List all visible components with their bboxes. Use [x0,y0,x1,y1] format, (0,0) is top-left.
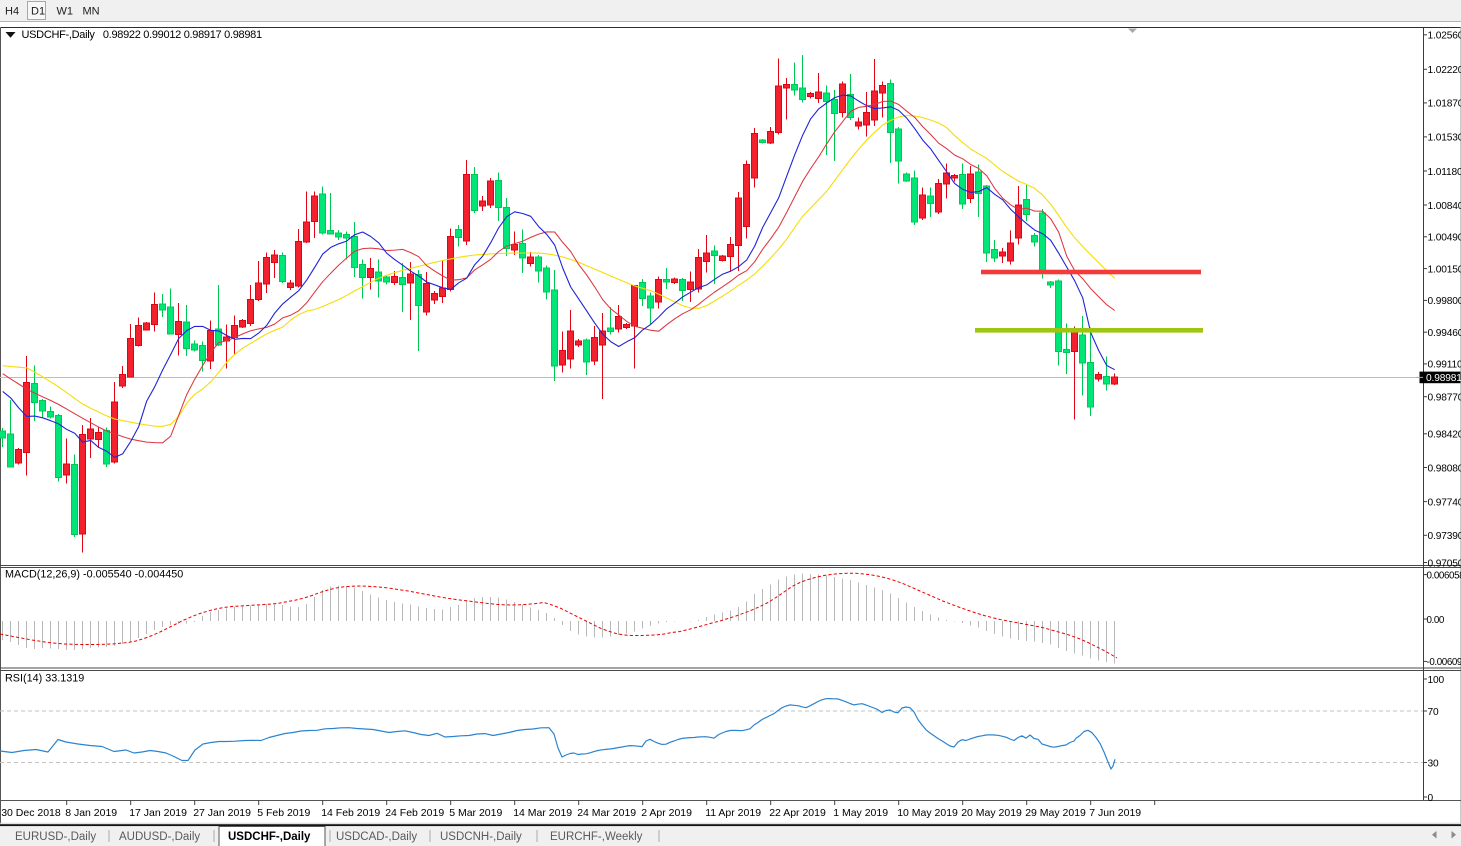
svg-text:24 Feb 2019: 24 Feb 2019 [385,807,444,819]
svg-text:27 Jan 2019: 27 Jan 2019 [193,807,251,819]
svg-text:USDCAD-,Daily: USDCAD-,Daily [336,831,417,843]
svg-text:1.01180: 1.01180 [1428,167,1461,178]
svg-text:0.98080: 0.98080 [1428,463,1461,474]
svg-text:7 Jun 2019: 7 Jun 2019 [1089,807,1141,819]
svg-text:USDCHF-,Daily 0.98922 0.9901: USDCHF-,Daily 0.98922 0.99012 0.98917 0.… [22,29,262,41]
svg-text:H4: H4 [5,6,19,18]
svg-text:W1: W1 [57,6,74,18]
svg-text:0.99110: 0.99110 [1428,360,1461,371]
svg-text:EURUSD-,Daily: EURUSD-,Daily [15,831,96,843]
svg-text:USDCHF-,Daily: USDCHF-,Daily [228,831,311,843]
svg-text:EURCHF-,Weekly: EURCHF-,Weekly [550,831,643,843]
svg-text:100: 100 [1428,675,1445,686]
svg-text:MN: MN [83,6,100,18]
svg-text:0.99460: 0.99460 [1428,328,1461,339]
svg-text:D1: D1 [31,6,45,18]
svg-text:AUDUSD-,Daily: AUDUSD-,Daily [119,831,200,843]
svg-text:0: 0 [1428,793,1434,804]
svg-text:1.02220: 1.02220 [1428,65,1461,76]
svg-text:11 Apr 2019: 11 Apr 2019 [705,807,761,819]
svg-text:0.97050: 0.97050 [1428,558,1461,569]
svg-text:RSI(14) 33.1319: RSI(14) 33.1319 [5,673,84,685]
svg-text:10 May 2019: 10 May 2019 [897,807,958,819]
svg-text:14 Feb 2019: 14 Feb 2019 [321,807,380,819]
svg-text:2 Apr 2019: 2 Apr 2019 [641,807,692,819]
svg-text:0.98981: 0.98981 [1426,373,1461,384]
svg-text:0.98770: 0.98770 [1428,393,1461,404]
svg-text:17 Jan 2019: 17 Jan 2019 [129,807,187,819]
svg-text:0.006058: 0.006058 [1427,570,1461,581]
svg-text:0.00: 0.00 [1427,615,1445,626]
svg-text:20 May 2019: 20 May 2019 [961,807,1022,819]
svg-text:30: 30 [1428,758,1440,769]
svg-text:22 Apr 2019: 22 Apr 2019 [769,807,826,819]
svg-text:0.99800: 0.99800 [1428,296,1461,307]
svg-text:MACD(12,26,9) -0.005540 -0.004: MACD(12,26,9) -0.005540 -0.004450 [5,569,183,581]
svg-text:70: 70 [1428,707,1440,718]
svg-text:1.01870: 1.01870 [1428,99,1461,110]
svg-text:14 Mar 2019: 14 Mar 2019 [513,807,572,819]
svg-text:30 Dec 2018: 30 Dec 2018 [1,807,61,819]
svg-text:24 Mar 2019: 24 Mar 2019 [577,807,636,819]
svg-text:1.00490: 1.00490 [1428,233,1461,244]
svg-text:1.00150: 1.00150 [1428,264,1461,275]
svg-text:29 May 2019: 29 May 2019 [1025,807,1086,819]
svg-text:0.98420: 0.98420 [1428,430,1461,441]
svg-text:0.97740: 0.97740 [1428,497,1461,508]
svg-text:1.02560: 1.02560 [1428,31,1461,42]
svg-text:USDCNH-,Daily: USDCNH-,Daily [440,831,522,843]
svg-text:1.00840: 1.00840 [1428,201,1461,212]
svg-text:1 May 2019: 1 May 2019 [833,807,888,819]
svg-text:5 Feb 2019: 5 Feb 2019 [257,807,310,819]
svg-text:1.01530: 1.01530 [1428,133,1461,144]
svg-text:-0.006096: -0.006096 [1427,657,1461,668]
svg-text:8 Jan 2019: 8 Jan 2019 [65,807,117,819]
svg-text:5 Mar 2019: 5 Mar 2019 [449,807,502,819]
svg-text:0.97390: 0.97390 [1428,531,1461,542]
